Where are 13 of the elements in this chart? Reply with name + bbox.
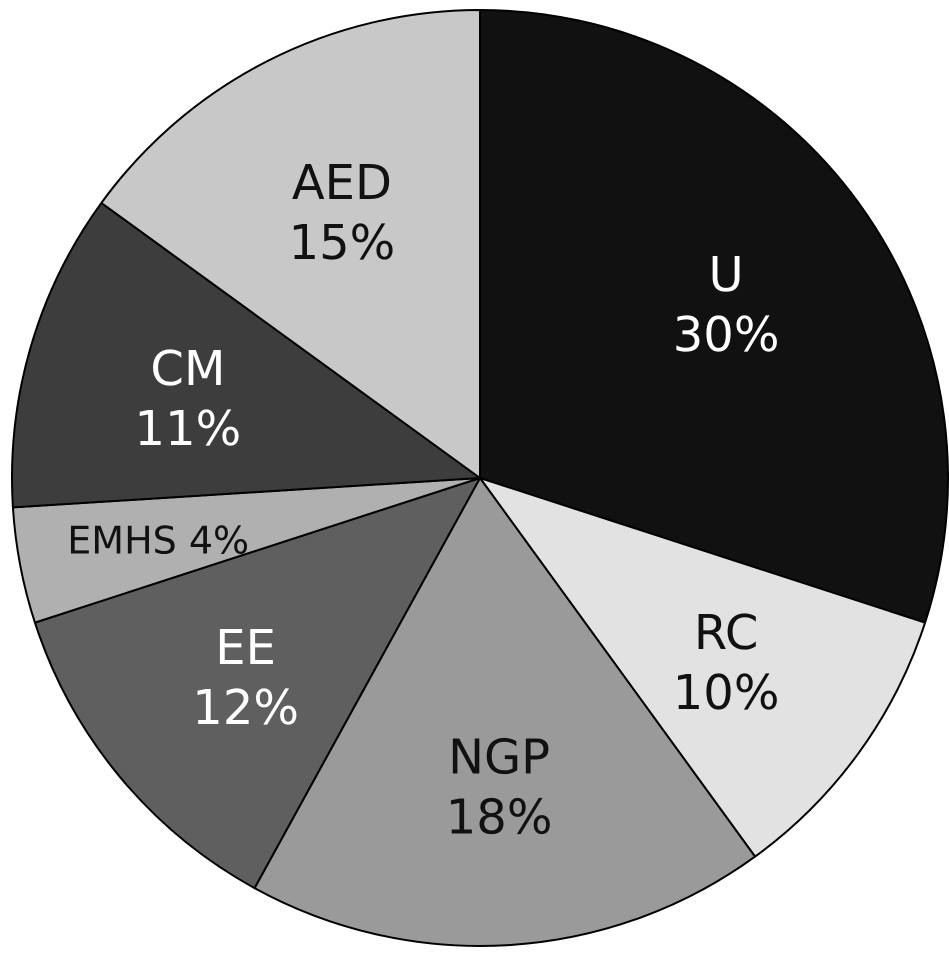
data-label: 18% bbox=[446, 790, 552, 846]
data-label: 12% bbox=[192, 680, 299, 736]
data-label: 10% bbox=[672, 664, 780, 721]
slice-label: CM bbox=[150, 341, 226, 398]
slice-label: EMHS 4% bbox=[67, 518, 250, 562]
slice-label: EE bbox=[215, 620, 276, 676]
data-label: 11% bbox=[134, 401, 242, 458]
data-label: 15% bbox=[288, 214, 396, 271]
data-label: 30% bbox=[672, 307, 780, 364]
slice-label: AED bbox=[292, 154, 392, 211]
slice-label: U bbox=[708, 247, 744, 304]
slice-label: NGP bbox=[448, 730, 550, 786]
slice-label: RC bbox=[694, 604, 758, 661]
